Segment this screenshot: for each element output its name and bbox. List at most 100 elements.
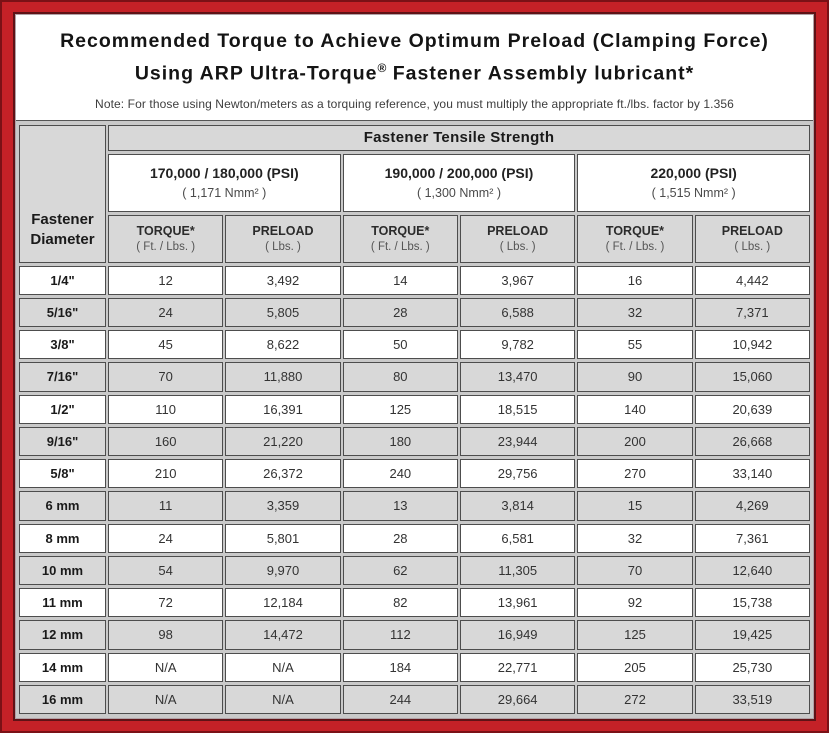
preload-value-cell: 12,184 [225, 588, 341, 618]
table-row: 12 mm 98 14,472 112 16,949 125 19,425 [19, 620, 810, 650]
preload-value-cell: 9,970 [225, 555, 341, 585]
fastener-diameter-cell: 6 mm [19, 491, 106, 521]
fastener-diameter-header-line1: Fastener [31, 210, 94, 228]
preload-value-cell: 13,470 [459, 362, 576, 392]
table-row: 8 mm 24 5,801 28 6,581 32 7,361 [19, 523, 810, 553]
torque-value-cell: 16 [577, 265, 693, 295]
fastener-diameter-cell: 7/16" [19, 362, 106, 392]
preload-value-cell: 3,967 [459, 265, 576, 295]
torque-value-cell: 13 [342, 491, 458, 521]
psi-group-header-row: 170,000 / 180,000 (PSI) ( 1,171 Nmm² ) 1… [19, 153, 810, 212]
psi-group-2-nmm2: ( 1,300 Nmm² ) [416, 186, 501, 200]
preload-value-cell: 18,515 [459, 394, 576, 424]
torque-table-body: Fastener Diameter Fastener Tensile Stren… [19, 124, 810, 714]
preload-value-cell: 7,361 [694, 523, 810, 553]
subheader-preload-1: PRELOAD ( Lbs. ) [225, 214, 341, 263]
preload-value-cell: 22,771 [459, 652, 576, 682]
table-row: 11 mm 72 12,184 82 13,961 92 15,738 [19, 588, 810, 618]
preload-value-cell: 5,801 [225, 523, 341, 553]
fastener-diameter-cell: 5/8" [19, 459, 106, 489]
subheader-label: PRELOAD [487, 224, 549, 238]
fastener-diameter-header: Fastener Diameter [19, 124, 106, 263]
torque-value-cell: 72 [108, 588, 224, 618]
table-row: 16 mm N/A N/A 244 29,664 272 33,519 [19, 684, 810, 714]
conversion-note: Note: For those using Newton/meters as a… [95, 96, 734, 111]
torque-value-cell: 55 [577, 330, 693, 360]
torque-value-cell: 32 [577, 523, 693, 553]
torque-preload-subheader-row: TORQUE* ( Ft. / Lbs. ) PRELOAD ( Lbs. ) … [19, 214, 810, 263]
torque-table: Fastener Diameter Fastener Tensile Stren… [17, 122, 812, 718]
torque-value-cell: 205 [577, 652, 693, 682]
preload-value-cell: 4,442 [694, 265, 810, 295]
torque-value-cell: 92 [577, 588, 693, 618]
subheader-unit: ( Lbs. ) [499, 241, 536, 253]
preload-value-cell: 8,622 [225, 330, 341, 360]
torque-value-cell: 200 [577, 426, 693, 456]
fastener-diameter-cell: 12 mm [19, 620, 106, 650]
subheader-label: TORQUE* [371, 224, 430, 238]
table-row: 1/2" 110 16,391 125 18,515 140 20,639 [19, 394, 810, 424]
preload-value-cell: 4,269 [694, 491, 810, 521]
fastener-diameter-cell: 9/16" [19, 426, 106, 456]
preload-value-cell: 13,961 [459, 588, 576, 618]
psi-group-1-nmm2: ( 1,171 Nmm² ) [182, 186, 267, 200]
registered-trademark-symbol: ® [377, 61, 387, 75]
page-title-line1: Recommended Torque to Achieve Optimum Pr… [60, 30, 769, 52]
preload-value-cell: 23,944 [459, 426, 576, 456]
tensile-strength-header: Fastener Tensile Strength [108, 124, 810, 151]
torque-value-cell: 70 [577, 555, 693, 585]
preload-value-cell: 3,359 [225, 491, 341, 521]
table-row: 3/8" 45 8,622 50 9,782 55 10,942 [19, 330, 810, 360]
torque-value-cell: 272 [577, 684, 693, 714]
fastener-diameter-cell: 3/8" [19, 330, 106, 360]
preload-value-cell: 7,371 [694, 297, 810, 327]
psi-group-1-psi: 170,000 / 180,000 (PSI) [149, 165, 299, 181]
table-row: 9/16" 160 21,220 180 23,944 200 26,668 [19, 426, 810, 456]
preload-value-cell: 21,220 [225, 426, 341, 456]
torque-value-cell: 125 [577, 620, 693, 650]
psi-group-1: 170,000 / 180,000 (PSI) ( 1,171 Nmm² ) [108, 153, 341, 212]
torque-value-cell: 90 [577, 362, 693, 392]
torque-value-cell: 184 [342, 652, 458, 682]
table-row: 10 mm 54 9,970 62 11,305 70 12,640 [19, 555, 810, 585]
psi-group-3: 220,000 (PSI) ( 1,515 Nmm² ) [577, 153, 810, 212]
table-row: 6 mm 11 3,359 13 3,814 15 4,269 [19, 491, 810, 521]
preload-value-cell: 33,519 [694, 684, 810, 714]
table-row: 14 mm N/A N/A 184 22,771 205 25,730 [19, 652, 810, 682]
psi-group-2: 190,000 / 200,000 (PSI) ( 1,300 Nmm² ) [342, 153, 576, 212]
preload-value-cell: 15,060 [694, 362, 810, 392]
torque-value-cell: 82 [342, 588, 458, 618]
torque-value-cell: N/A [108, 652, 224, 682]
subheader-torque-2: TORQUE* ( Ft. / Lbs. ) [342, 214, 458, 263]
preload-value-cell: 11,305 [459, 555, 576, 585]
preload-value-cell: 29,664 [459, 684, 576, 714]
torque-value-cell: 70 [108, 362, 224, 392]
torque-value-cell: 11 [108, 491, 224, 521]
preload-value-cell: 6,581 [459, 523, 576, 553]
title-block: Recommended Torque to Achieve Optimum Pr… [16, 15, 813, 111]
preload-value-cell: 26,372 [225, 459, 341, 489]
preload-value-cell: 29,756 [459, 459, 576, 489]
fastener-diameter-cell: 5/16" [19, 297, 106, 327]
preload-value-cell: 25,730 [694, 652, 810, 682]
torque-value-cell: 110 [108, 394, 224, 424]
subheader-unit: ( Ft. / Lbs. ) [370, 241, 430, 253]
table-row: 7/16" 70 11,880 80 13,470 90 15,060 [19, 362, 810, 392]
subheader-label: PRELOAD [252, 224, 314, 238]
fastener-diameter-cell: 1/4" [19, 265, 106, 295]
preload-value-cell: 6,588 [459, 297, 576, 327]
preload-value-cell: 11,880 [225, 362, 341, 392]
torque-value-cell: 62 [342, 555, 458, 585]
subheader-label: PRELOAD [721, 224, 783, 238]
torque-value-cell: 24 [108, 523, 224, 553]
torque-value-cell: 125 [342, 394, 458, 424]
torque-value-cell: 80 [342, 362, 458, 392]
torque-value-cell: 160 [108, 426, 224, 456]
fastener-diameter-cell: 16 mm [19, 684, 106, 714]
subheader-label: TORQUE* [605, 224, 665, 238]
subheader-unit: ( Lbs. ) [265, 241, 301, 253]
preload-value-cell: 16,949 [459, 620, 576, 650]
torque-value-cell: 32 [577, 297, 693, 327]
torque-value-cell: 28 [342, 297, 458, 327]
